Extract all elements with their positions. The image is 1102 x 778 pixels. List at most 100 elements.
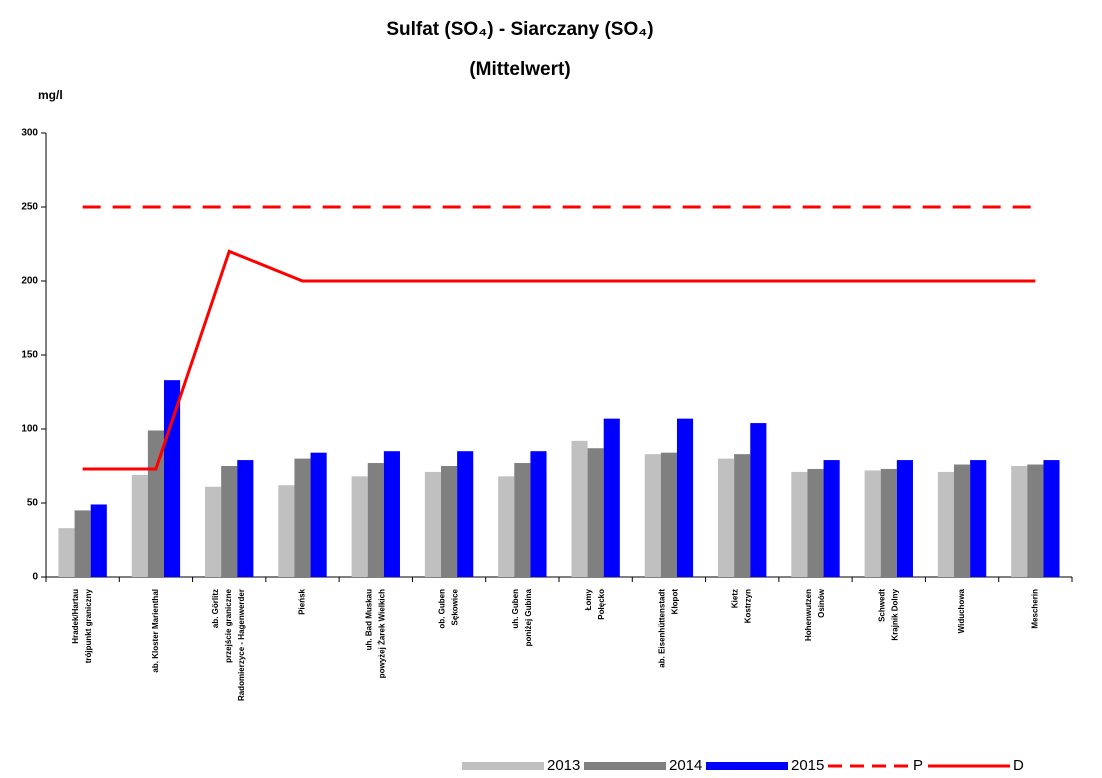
bar: [441, 466, 458, 577]
label-line: uh. Bad Muskau: [364, 589, 373, 650]
x-tick-label: Hradek/Hartau trójpunkt graniczny: [71, 588, 93, 663]
bar: [896, 460, 913, 577]
x-tick-label: Mescherin: [1030, 589, 1039, 629]
label-line: Schwedt: [877, 589, 886, 622]
bar: [424, 471, 442, 577]
x-tick-label: Widuchowa: [957, 588, 966, 633]
label-line: ab. Görlitz: [211, 589, 220, 628]
bar: [587, 448, 604, 577]
x-tick-label: Schwedt Krajnik Dolny: [877, 588, 899, 640]
chart-subtitle: (Mittelwert): [469, 59, 570, 80]
bar: [676, 418, 694, 577]
bar: [660, 452, 677, 577]
label-line: Osinów: [817, 588, 826, 618]
bar: [1011, 466, 1028, 577]
legend-swatch: [706, 762, 788, 770]
bar: [937, 471, 955, 577]
bar: [880, 468, 897, 577]
bar: [791, 471, 808, 577]
label-line: Krajnik Dolny: [890, 588, 899, 640]
x-tick-label: Pieńsk: [298, 588, 307, 614]
label-line: uh. Guben: [511, 589, 520, 629]
x-tick-label: ab. Görlitz przejście graniczne Radomierzy…: [211, 588, 246, 701]
legend-label: D: [1013, 757, 1024, 774]
x-tick-label: ob. Guben Sękowice: [438, 588, 460, 628]
y-tick-label: 250: [21, 202, 38, 213]
label-line: Kietz: [731, 589, 740, 608]
x-tick-label: Hohenwutzen Osinów: [804, 588, 826, 641]
bar: [954, 464, 971, 577]
bar: [383, 451, 400, 577]
x-tick-label: Łomy Połęcko: [584, 588, 606, 619]
legend-label: 2015: [791, 757, 824, 774]
x-tick-label: uh. Bad Muskau powyżej Żarek Wielkich: [364, 589, 386, 678]
bar: [237, 460, 254, 577]
bar: [74, 510, 91, 577]
bar: [205, 486, 222, 577]
label-line: Radomierzyce - Hagenwerder: [237, 589, 246, 701]
label-line: Kostrzyn: [744, 589, 753, 623]
y-tick-label: 100: [21, 424, 38, 435]
label-line: Sękowice: [451, 588, 460, 625]
chart-title: Sulfat (SO₄) - Siarczany (SO₄): [386, 19, 653, 40]
bar: [1027, 464, 1044, 577]
label-line: Mescherin: [1030, 589, 1039, 629]
x-tick-label: ab. Kloster Marienthal: [151, 589, 160, 673]
bar: [131, 474, 148, 577]
y-tick-label: 300: [21, 128, 38, 139]
legend-label: P: [913, 757, 923, 774]
bar: [351, 476, 368, 577]
x-tick-label: uh. Guben poniżej Gubina: [511, 588, 533, 646]
bar: [58, 528, 75, 577]
label-line: Pieńsk: [298, 588, 307, 614]
bar: [278, 485, 295, 577]
label-line: ab. Kloster Marienthal: [151, 589, 160, 673]
label-line: Hohenwutzen: [804, 589, 813, 641]
bar: [823, 460, 840, 577]
bar: [367, 463, 384, 577]
bar: [514, 463, 531, 577]
label-line: trójpunkt graniczny: [84, 588, 93, 663]
bar: [221, 466, 238, 577]
label-line: przejście graniczne: [224, 588, 233, 662]
label-line: Hradek/Hartau: [71, 589, 80, 644]
label-line: Kłopot: [671, 589, 680, 615]
y-tick-label: 50: [27, 498, 39, 509]
bar: [530, 451, 547, 577]
bar: [498, 476, 515, 577]
label-line: Widuchowa: [957, 588, 966, 633]
bar: [294, 458, 311, 577]
legend-swatch: [584, 762, 666, 770]
legend-swatch: [462, 762, 544, 770]
y-tick-label: 200: [21, 276, 38, 287]
bar: [807, 468, 824, 577]
bar: [970, 460, 987, 577]
bar: [734, 454, 751, 577]
bar: [147, 430, 164, 577]
bar: [90, 504, 107, 577]
legend-label: 2014: [669, 757, 702, 774]
y-tick-label: 0: [32, 572, 38, 583]
label-line: poniżej Gubina: [524, 588, 533, 646]
bar: [718, 458, 735, 577]
legend-label: 2013: [547, 757, 580, 774]
bar: [750, 423, 767, 577]
y-tick-label: 150: [21, 350, 38, 361]
bar: [163, 380, 181, 577]
bar: [1043, 460, 1060, 577]
bar: [864, 470, 881, 577]
bar: [571, 440, 588, 577]
label-line: powyżej Żarek Wielkich: [377, 589, 386, 678]
bar: [310, 452, 327, 577]
label-line: ab. Eisenhüttenstadt: [658, 589, 667, 668]
bar: [457, 451, 474, 577]
bar: [644, 454, 661, 577]
label-line: ob. Guben: [438, 589, 447, 629]
bar: [603, 418, 620, 577]
x-tick-label: ab. Eisenhüttenstadt Kłopot: [658, 589, 680, 668]
line-series: [82, 249, 1036, 471]
label-line: Łomy: [584, 588, 593, 610]
label-line: Połęcko: [597, 589, 606, 620]
y-axis-label: mg/l: [38, 88, 63, 102]
